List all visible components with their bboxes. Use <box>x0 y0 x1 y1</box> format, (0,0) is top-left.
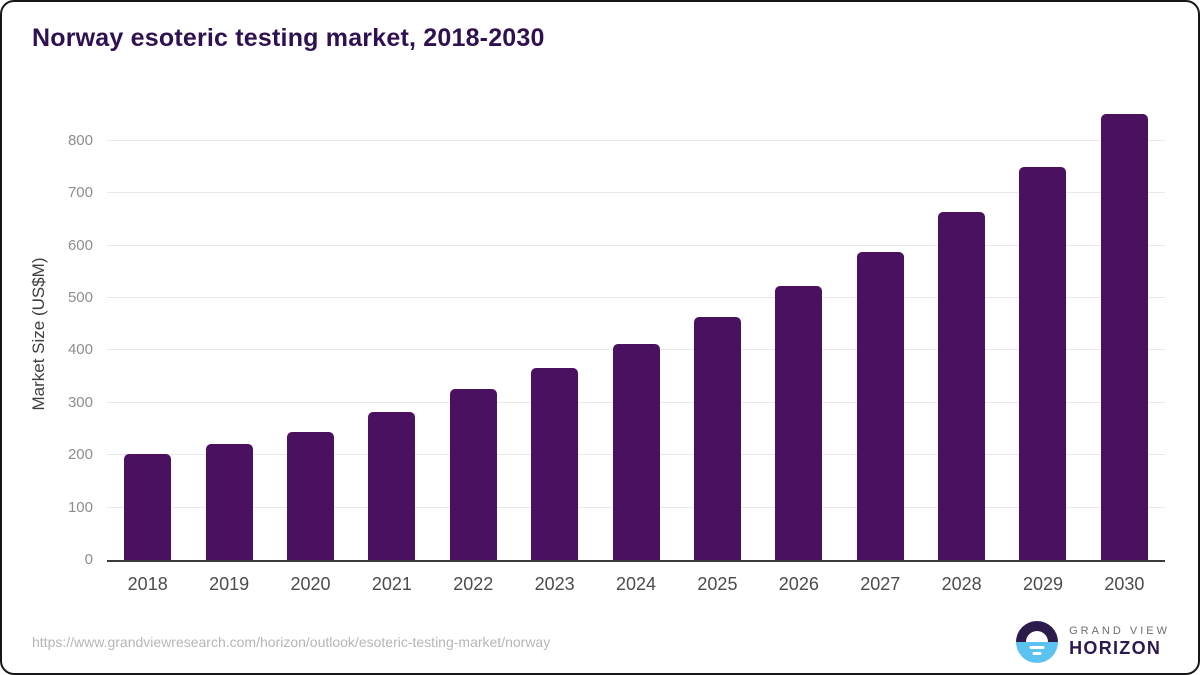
y-tick-label-200: 200 <box>67 446 93 464</box>
y-axis-title: Market Size (US$M) <box>29 257 48 411</box>
bar-slot-2030 <box>1084 114 1165 560</box>
bar-slot-2018 <box>107 453 188 560</box>
x-tick-label-2026: 2026 <box>778 574 819 594</box>
grand-view-horizon-logo-icon <box>1016 621 1059 663</box>
y-tick-label-800: 800 <box>67 131 93 149</box>
bar-slot-2020 <box>270 431 351 560</box>
bar-slot-2027 <box>840 251 921 560</box>
brand-logo: GRAND VIEW HORIZON <box>1016 621 1170 663</box>
plot-area: Market Size (US$M) 0 100 200 300 400 500 600 70… <box>29 108 1165 568</box>
bar-2024 <box>612 344 660 560</box>
bar-slot-2019 <box>188 443 269 560</box>
x-tick-label-2030: 2030 <box>1104 574 1145 594</box>
x-tick-label-2027: 2027 <box>860 574 901 594</box>
bar-2019 <box>205 443 253 560</box>
logo-horizon-line-1 <box>1029 646 1045 649</box>
bar-slot-2021 <box>351 411 432 560</box>
y-tick-label-0: 0 <box>84 551 93 568</box>
bars-container <box>107 108 1165 560</box>
bar-chart: Market Size (US$M) 0 100 200 300 400 500 600 70… <box>29 108 1165 595</box>
bar-2018 <box>124 453 172 560</box>
logo-brand-name: GRAND VIEW <box>1069 625 1170 637</box>
footer: https://www.grandviewresearch.com/horizo… <box>32 621 1170 663</box>
bar-2025 <box>693 316 741 560</box>
chart-title: Norway esoteric testing market, 2018-203… <box>32 24 545 52</box>
bar-2022 <box>449 389 497 560</box>
logo-horizon-line-2 <box>1032 652 1042 655</box>
gridline-800 <box>107 139 1165 141</box>
x-tick-label-2020: 2020 <box>290 574 331 594</box>
x-axis-labels: 2018 2019 2020 2021 2022 2023 2024 2025 2026 2027… <box>107 574 1165 595</box>
bar-2020 <box>286 431 334 560</box>
y-tick-label-700: 700 <box>67 184 93 202</box>
y-tick-label-600: 600 <box>67 236 93 254</box>
x-tick-label-2021: 2021 <box>371 574 412 594</box>
y-tick-label-400: 400 <box>67 341 93 359</box>
y-tick-label-500: 500 <box>67 289 93 306</box>
gridline-500 <box>107 297 1165 298</box>
bar-slot-2028 <box>921 212 1002 560</box>
bar-2028 <box>938 212 986 560</box>
x-tick-label-2022: 2022 <box>453 574 494 594</box>
y-tick-label-100: 100 <box>67 498 93 516</box>
source-url: https://www.grandviewresearch.com/horizo… <box>32 634 551 650</box>
bar-2021 <box>368 411 416 560</box>
logo-sun-shape <box>1026 631 1049 642</box>
bar-slot-2029 <box>1002 167 1083 560</box>
bar-slot-2023 <box>514 368 595 560</box>
gridline-700 <box>107 192 1165 194</box>
bar-2030 <box>1100 114 1148 560</box>
gridline-600 <box>107 244 1165 246</box>
x-tick-label-2028: 2028 <box>941 574 982 594</box>
bar-slot-2026 <box>758 285 839 560</box>
logo-product-name: HORIZON <box>1069 638 1162 658</box>
bar-slot-2022 <box>433 389 514 560</box>
bar-slot-2025 <box>677 316 758 560</box>
bar-2027 <box>856 251 904 560</box>
logo-text: GRAND VIEW HORIZON <box>1069 625 1170 659</box>
bar-2029 <box>1019 167 1067 560</box>
x-tick-label-2025: 2025 <box>697 574 738 594</box>
bar-slot-2024 <box>595 344 676 560</box>
bar-2023 <box>531 368 579 560</box>
x-tick-label-2018: 2018 <box>127 574 168 594</box>
x-tick-label-2023: 2023 <box>534 574 575 594</box>
x-tick-label-2029: 2029 <box>1022 574 1064 594</box>
x-tick-label-2024: 2024 <box>616 574 657 594</box>
y-tick-label-300: 300 <box>67 393 93 411</box>
bar-2026 <box>775 285 823 560</box>
x-tick-label-2019: 2019 <box>209 574 250 594</box>
